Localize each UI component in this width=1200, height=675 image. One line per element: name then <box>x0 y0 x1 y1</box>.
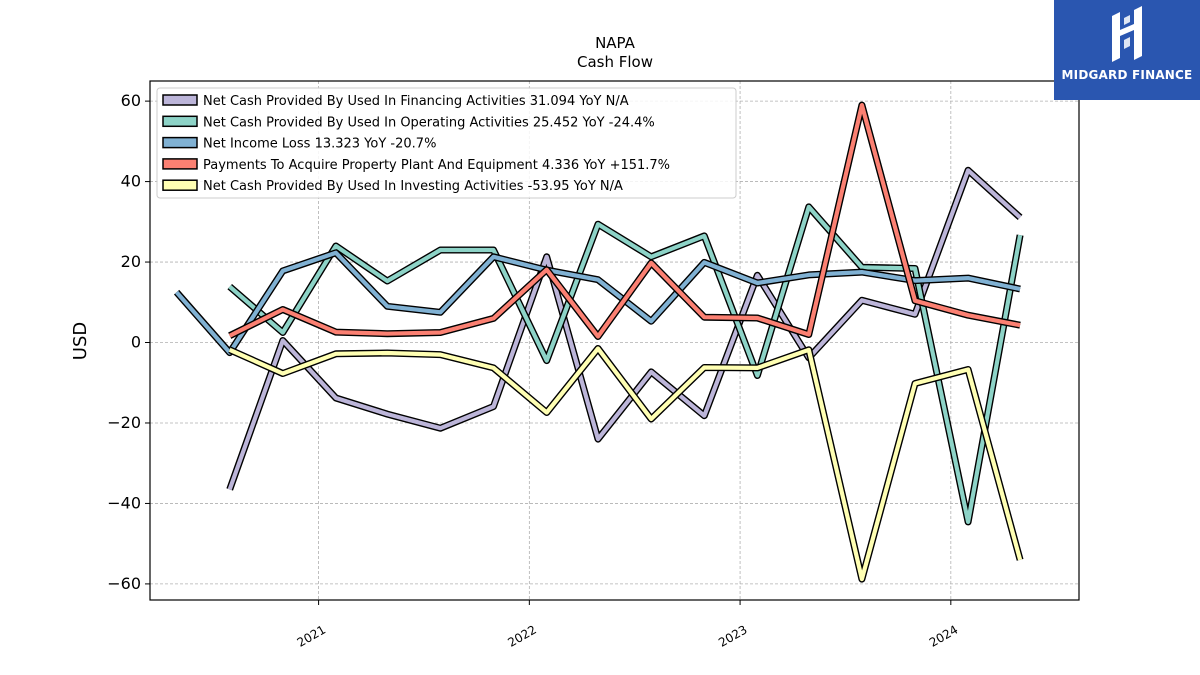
legend-entry: Net Cash Provided By Used In Financing A… <box>203 94 629 109</box>
series-line <box>226 166 1023 491</box>
series-stroke <box>228 346 1023 582</box>
series-line <box>227 203 1024 526</box>
x-tick-label: 2023 <box>716 622 749 649</box>
series-layer <box>173 101 1024 583</box>
brand-logo: MIDGARD FINANCE <box>1054 0 1200 100</box>
brand-name: MIDGARD FINANCE <box>1061 68 1193 82</box>
legend-entry: Net Income Loss 13.323 YoY -20.7% <box>203 137 436 152</box>
y-tick-label: 40 <box>121 172 141 191</box>
series-line <box>173 249 1021 357</box>
y-tick-label: −60 <box>107 574 141 593</box>
chart-legend: Net Cash Provided By Used In Financing A… <box>156 87 737 199</box>
legend-swatch <box>162 136 198 149</box>
x-tick-label: 2024 <box>927 622 960 649</box>
legend-box <box>156 87 737 199</box>
plot-frame <box>149 80 1080 601</box>
series-stroke <box>175 250 1021 355</box>
y-tick-label: −20 <box>107 413 141 432</box>
y-tick-label: −40 <box>107 493 141 512</box>
series-stroke <box>228 103 1021 339</box>
legend-entry: Net Cash Provided By Used In Investing A… <box>203 179 623 194</box>
chart-subtitle: Cash Flow <box>577 53 653 71</box>
chart-title: NAPA <box>595 34 636 52</box>
legend-swatch <box>162 179 198 191</box>
y-tick-label: 60 <box>121 91 141 110</box>
legend-entry: Payments To Acquire Property Plant And E… <box>203 158 670 173</box>
legend-swatch <box>162 94 198 106</box>
legend-swatch <box>162 158 198 170</box>
x-tick-label: 2022 <box>505 622 538 649</box>
series-stroke <box>227 168 1022 491</box>
y-axis-label: USD <box>70 322 91 360</box>
legend-swatch <box>162 115 198 128</box>
logo-mark-icon <box>1112 6 1142 62</box>
y-tick-label: 20 <box>121 252 141 271</box>
series-line <box>228 101 1021 340</box>
series-stroke <box>228 204 1023 524</box>
y-tick-label: 0 <box>131 333 141 352</box>
x-tick-label: 2021 <box>295 622 328 649</box>
legend-entry: Net Cash Provided By Used In Operating A… <box>203 115 655 130</box>
series-line <box>228 345 1024 583</box>
